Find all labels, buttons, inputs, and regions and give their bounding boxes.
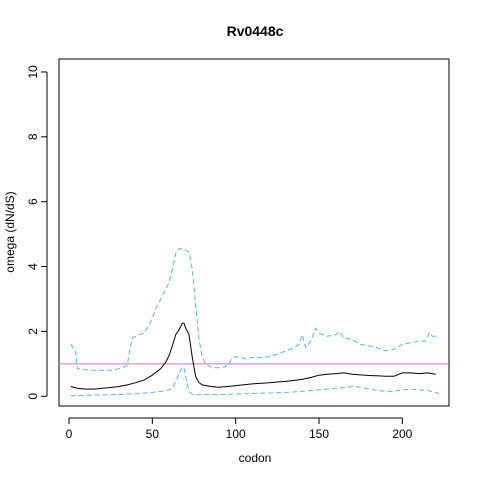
y-tick-label: 8 [26,133,40,140]
x-axis-label: codon [239,451,272,465]
y-axis: 0 2 4 6 8 10 [26,65,48,400]
y-tick-label: 10 [26,65,40,79]
y-tick-label: 4 [26,263,40,270]
x-tick-label: 150 [309,427,329,441]
y-axis-label: omega (dN/dS) [3,191,17,272]
series-layer [59,248,449,397]
chart-title: Rv0448c [227,23,284,39]
x-tick-label: 50 [146,427,160,441]
x-axis: 0 50 100 150 200 [66,417,413,441]
y-tick-label: 6 [26,198,40,205]
x-tick-label: 100 [226,427,246,441]
y-tick-label: 0 [26,393,40,400]
x-tick-label: 0 [66,427,73,441]
upper-series-line [70,248,439,371]
mean-series-line [70,322,436,390]
y-tick-label: 2 [26,328,40,335]
plot-frame [58,58,450,407]
lower-series-line [70,366,440,397]
x-tick-label: 200 [392,427,412,441]
